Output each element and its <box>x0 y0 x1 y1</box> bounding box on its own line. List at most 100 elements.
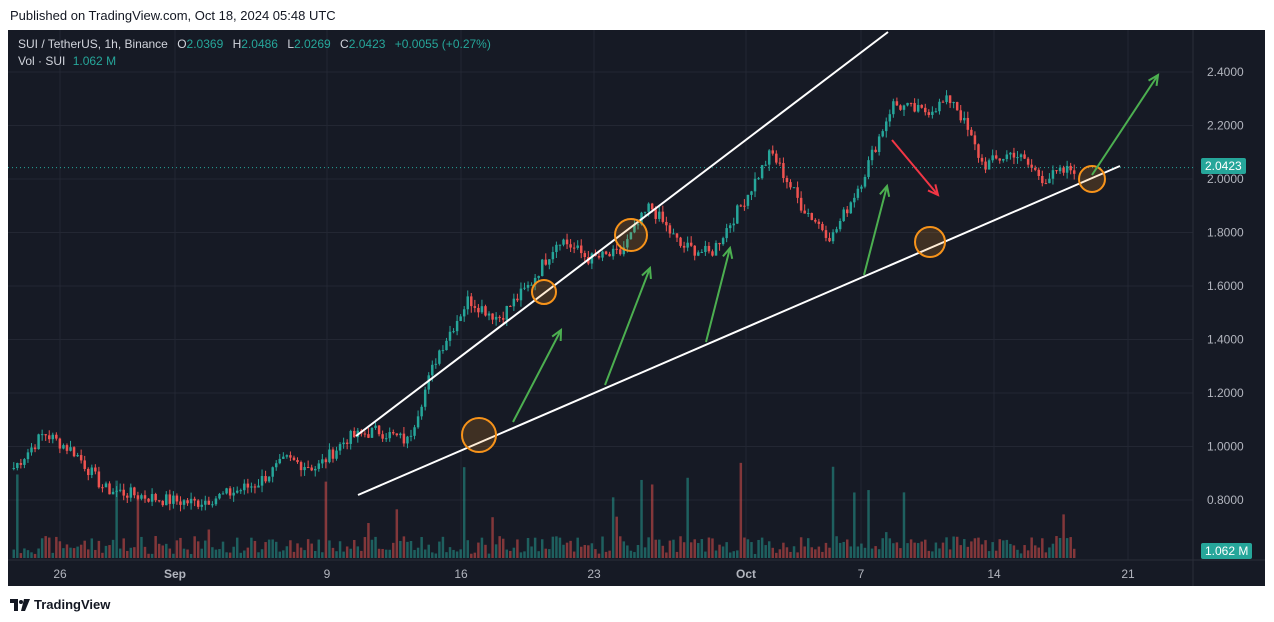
up-arrow[interactable] <box>1091 74 1159 176</box>
volume-bar <box>381 548 384 558</box>
volume-bar <box>998 539 1001 558</box>
candle-body <box>970 129 973 136</box>
candle-body <box>526 284 530 288</box>
candle-body <box>679 237 682 246</box>
volume-bar <box>760 537 764 558</box>
candle-body <box>406 436 409 444</box>
up-arrow[interactable] <box>604 267 651 386</box>
volume-bar <box>640 479 643 558</box>
up-arrow-head <box>641 265 652 280</box>
candle-body <box>863 176 867 187</box>
time-axis-label: Oct <box>736 567 756 581</box>
volume-bar <box>838 542 842 558</box>
candle-body <box>885 121 888 132</box>
time-axis-label: 26 <box>53 567 67 581</box>
tradingview-logo[interactable]: TradingView <box>10 597 110 612</box>
price-axis-label: 1.6000 <box>1207 279 1244 293</box>
candle-body <box>665 221 668 226</box>
volume-bar <box>136 497 140 558</box>
touch-circle[interactable] <box>1078 165 1106 193</box>
candle-body <box>569 244 572 248</box>
candle-body <box>704 245 707 253</box>
volume-bar <box>594 549 597 558</box>
candle-body <box>934 111 938 113</box>
candle-body <box>72 447 76 457</box>
high-value: 2.0486 <box>241 37 278 51</box>
up-arrow[interactable] <box>705 247 731 343</box>
volume-bar <box>523 551 526 558</box>
down-arrow[interactable] <box>891 139 939 196</box>
volume-bar <box>714 550 718 558</box>
candle-body <box>746 194 750 206</box>
volume-bar <box>934 542 938 558</box>
time-axis-label: 21 <box>1121 567 1135 581</box>
volume-bar <box>413 549 416 558</box>
volume-bar <box>658 539 661 558</box>
volume-bar <box>775 552 778 558</box>
volume-bar <box>69 547 72 558</box>
volume-bar <box>725 542 728 558</box>
candle-body <box>892 101 895 115</box>
footer: TradingView <box>0 586 1274 622</box>
candle-body <box>611 248 615 257</box>
volume-bar <box>906 543 909 558</box>
lower-trendline[interactable] <box>357 165 1121 496</box>
candle-body <box>448 331 452 341</box>
volume-bar <box>533 537 537 558</box>
volume-bar <box>427 544 430 558</box>
touch-circle[interactable] <box>531 279 557 305</box>
touch-circle[interactable] <box>461 417 497 453</box>
volume-bar <box>675 551 679 558</box>
candle-body <box>533 277 537 285</box>
volume-bar <box>250 537 253 558</box>
time-axis-label: 16 <box>454 567 468 581</box>
candle-body <box>558 244 562 246</box>
candle-body <box>477 307 480 313</box>
volume-bar <box>243 550 246 558</box>
candle-body <box>714 242 718 256</box>
volume-bar <box>299 547 303 558</box>
time-axis-label: 7 <box>858 567 865 581</box>
candle-body <box>228 488 232 496</box>
price-axis-label: 2.0000 <box>1207 172 1244 186</box>
volume-bar <box>317 539 321 558</box>
volume-bar <box>1051 543 1055 558</box>
candle-body <box>718 242 721 245</box>
candle-body <box>796 187 799 198</box>
volume-bar <box>363 537 367 558</box>
candle-body <box>778 162 782 164</box>
volume-label[interactable]: Vol · SUI <box>18 54 66 68</box>
up-arrow[interactable] <box>512 329 562 423</box>
volume-bar <box>455 551 459 558</box>
price-chart[interactable]: 2.4000 2.2000 2.0000 1.8000 1.6000 1.4000 1.20… <box>8 30 1265 586</box>
touch-circle[interactable] <box>914 226 946 258</box>
volume-bar <box>115 480 118 558</box>
volume-bar <box>615 516 618 558</box>
volume-bar <box>16 474 19 558</box>
candle-body <box>977 144 980 158</box>
candle-body <box>895 101 899 106</box>
price-axis-label: 1.2000 <box>1207 386 1244 400</box>
symbol-label[interactable]: SUI / TetherUS, 1h, Binance <box>18 37 168 51</box>
volume-bar <box>345 546 349 558</box>
volume-bar <box>267 539 271 558</box>
volume-bar <box>331 547 335 558</box>
volume-bar <box>579 546 583 558</box>
volume-bar <box>750 542 753 558</box>
candle-body <box>186 500 189 504</box>
volume-bar <box>83 540 86 558</box>
upper-trendline[interactable] <box>355 31 889 437</box>
volume-bar <box>438 541 441 558</box>
candle-body <box>51 434 55 440</box>
candle-body <box>583 253 587 258</box>
up-arrow[interactable] <box>863 185 888 276</box>
volume-bar <box>991 542 994 558</box>
candle-body <box>239 490 243 492</box>
candle-body <box>537 276 540 278</box>
touch-circle[interactable] <box>614 218 648 252</box>
volume-bar <box>835 536 838 558</box>
candle-body <box>498 316 501 319</box>
volume-bar <box>916 543 920 558</box>
chart-area[interactable]: 2.4000 2.2000 2.0000 1.8000 1.6000 1.4000 1.20… <box>8 30 1265 586</box>
candle-body <box>285 455 289 457</box>
